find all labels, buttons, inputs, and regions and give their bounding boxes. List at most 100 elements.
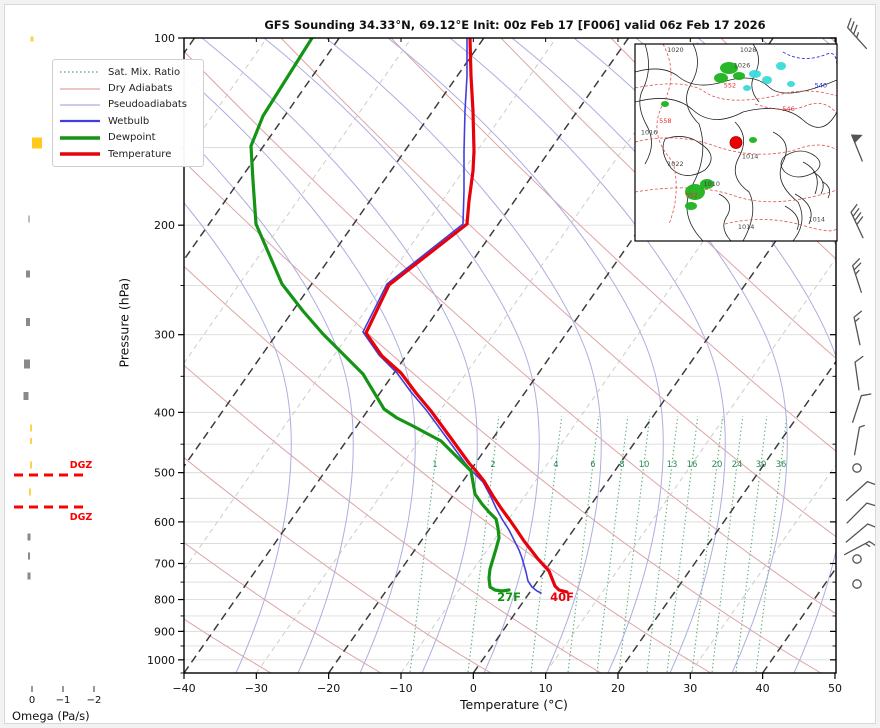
- legend-line-sample: [60, 135, 100, 140]
- dgz-label: DGZ: [70, 460, 93, 471]
- pseudoadiabat-line: [449, 38, 726, 673]
- mixing-ratio-line: [711, 415, 744, 673]
- temperature-tick-label: 0: [470, 682, 477, 695]
- wind-barb: [846, 502, 875, 524]
- wind-barb: [852, 393, 872, 423]
- pressure-axis-label: Pressure (hPa): [116, 277, 132, 368]
- dry-adiabat-line: [184, 541, 382, 673]
- inset-contour-label: 1016: [641, 129, 658, 137]
- precip-blob-cyan: [762, 76, 772, 84]
- mixing-ratio-label: 6: [590, 460, 595, 470]
- precip-blob-green: [685, 202, 697, 210]
- omega-mark: [28, 552, 30, 560]
- wind-barb: [845, 480, 875, 502]
- temperature-axis-label: Temperature (°C): [460, 697, 568, 712]
- mixing-ratio-label: 8: [619, 460, 624, 470]
- pressure-tick-label: 300: [154, 329, 175, 342]
- legend-line-sample: [60, 71, 100, 73]
- wind-barb: [851, 134, 863, 162]
- pressure-tick-label: 1000: [147, 654, 175, 667]
- temperature-tick-label: 50: [828, 682, 842, 695]
- surface-dewpoint-label: 27F: [497, 590, 521, 604]
- chart-title: GFS Sounding 34.33°N, 69.12°E Init: 00z …: [264, 18, 766, 32]
- mixing-ratio-line: [596, 415, 629, 673]
- inset-contour-label: 552: [724, 81, 736, 89]
- wetbulb-line: [362, 38, 542, 594]
- omega-mark: [23, 392, 29, 400]
- mixing-ratio-label: 30: [756, 460, 767, 470]
- precip-blob-cyan: [776, 62, 786, 70]
- pressure-tick-label: 400: [154, 406, 175, 419]
- legend-item-label: Dry Adiabats: [108, 83, 173, 95]
- wind-barb: [852, 258, 862, 293]
- pressure-tick-label: 200: [154, 219, 175, 232]
- inset-contour-label: 546: [782, 105, 794, 113]
- precip-blob-green: [685, 184, 705, 200]
- wind-barb: [853, 424, 865, 456]
- temperature-tick-label: −40: [172, 682, 195, 695]
- pseudoadiabat-line: [263, 38, 540, 673]
- mixing-ratio-label: 24: [732, 460, 743, 470]
- omega-mark: [32, 137, 42, 149]
- inset-contour-label: 1014: [809, 215, 826, 223]
- wind-barb: [854, 355, 864, 391]
- temperature-tick-label: −10: [389, 682, 412, 695]
- mixing-ratio-line: [618, 415, 651, 673]
- wind-barb: [853, 310, 863, 346]
- mixing-ratio-line: [409, 415, 442, 673]
- mixing-ratio-line: [530, 415, 563, 673]
- mixing-ratio-label: 10: [639, 460, 650, 470]
- mixing-ratio-label: 4: [553, 460, 558, 470]
- mixing-ratio-label: 16: [687, 460, 698, 470]
- inset-contour-label: 1022: [667, 160, 684, 168]
- mixing-ratio-label: 1: [432, 460, 437, 470]
- precip-blob-green: [733, 72, 745, 80]
- inset-contour-label: 540: [815, 81, 827, 89]
- mixing-ratio-line: [567, 415, 600, 673]
- isotherm-line: [689, 464, 836, 673]
- inset-contour-label: 1010: [703, 180, 720, 188]
- temperature-tick-label: −30: [245, 682, 268, 695]
- omega-tick-label: −1: [56, 695, 71, 706]
- omega-mark: [27, 533, 31, 541]
- omega-mark: [28, 215, 30, 223]
- dgz-label: DGZ: [70, 512, 93, 523]
- calm-wind-circle: [852, 463, 862, 473]
- temperature-tick-label: 40: [756, 682, 770, 695]
- isotherm-line: [545, 257, 836, 673]
- omega-mark: [27, 572, 31, 580]
- omega-axis-label: Omega (Pa/s): [12, 709, 90, 723]
- temperature-tick-label: 20: [611, 682, 625, 695]
- plot-area: 1 2 4 6 8 10 13 16 20 24 30 36: [184, 38, 836, 673]
- isotherm-line: [184, 38, 557, 571]
- legend-line-sample: [60, 104, 100, 106]
- omega-mark: [29, 488, 31, 496]
- dry-adiabat-line: [390, 38, 836, 452]
- legend-line-sample: [60, 152, 100, 156]
- omega-tick-label: 0: [29, 695, 35, 706]
- mixing-ratio-line: [735, 415, 768, 673]
- mixing-ratio-line: [666, 415, 699, 673]
- precip-blob-green: [749, 137, 757, 143]
- legend-item-label: Pseudoadiabats: [108, 99, 188, 111]
- dry-adiabat-line: [280, 38, 836, 538]
- pressure-tick-label: 500: [154, 467, 175, 480]
- mixing-ratio-label: 36: [776, 460, 787, 470]
- inset-contour-label: 558: [659, 117, 671, 125]
- plot-frame: [183, 37, 837, 674]
- mixing-ratio-label: 20: [712, 460, 723, 470]
- temperature-tick-label: 10: [539, 682, 553, 695]
- pseudoadiabat-line: [325, 38, 602, 673]
- legend-item-label: Dewpoint: [108, 132, 156, 144]
- legend-item-label: Temperature: [108, 148, 172, 160]
- dry-adiabat-line: [184, 364, 602, 673]
- temperature-tick-label: −20: [317, 682, 340, 695]
- legend-item-pseudoadiabats: Pseudoadiabats: [59, 97, 197, 113]
- dry-adiabat-line: [184, 457, 492, 673]
- omega-tick-label: −2: [87, 695, 102, 706]
- omega-mark: [26, 318, 30, 326]
- precip-blob-cyan: [743, 85, 751, 91]
- inset-contour-label: 1014: [742, 152, 759, 160]
